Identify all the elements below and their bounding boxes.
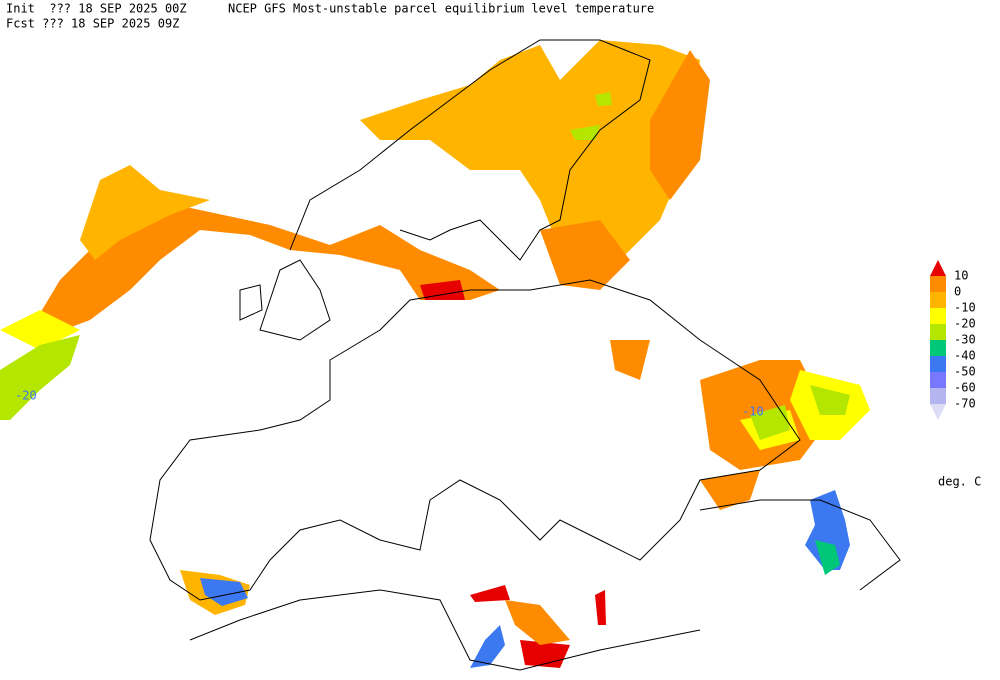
field-orange-south	[505, 600, 570, 645]
field-orange	[30, 195, 500, 335]
legend-swatch	[930, 292, 946, 308]
forecast-time: Fcst ??? 18 SEP 2025 09Z	[6, 17, 179, 31]
field-green-east	[815, 540, 840, 575]
coastlines	[149, 39, 901, 671]
legend-swatch	[930, 276, 946, 292]
contour-label: -10	[742, 405, 764, 419]
coastline-turkey	[699, 499, 901, 591]
legend-label: -20	[954, 317, 976, 331]
legend-arrow	[930, 404, 946, 420]
init-time: Init ??? 18 SEP 2025 00Z	[6, 2, 187, 16]
map-title: NCEP GFS Most-unstable parcel equilibriu…	[228, 2, 654, 16]
legend-swatch	[930, 340, 946, 356]
legend-label: -60	[954, 381, 976, 395]
legend-label: 10	[954, 269, 968, 283]
legend-label: -30	[954, 333, 976, 347]
legend-label: 0	[954, 285, 961, 299]
coastline-mainland	[149, 279, 801, 601]
shaded-fields	[0, 40, 870, 668]
legend-swatch	[930, 324, 946, 340]
legend-swatch	[930, 388, 946, 404]
legend-units: deg. C	[938, 475, 981, 489]
legend-swatch	[930, 356, 946, 372]
legend-swatch	[930, 372, 946, 388]
field-orange-east	[540, 50, 830, 510]
legend: 10 0 -10 -20 -30 -40 -50 -60 -70	[930, 260, 976, 420]
field-blue-east	[805, 490, 850, 570]
coastline-africa	[189, 589, 701, 671]
field-yellow-orange	[80, 40, 700, 260]
legend-label: -50	[954, 365, 976, 379]
legend-label: -10	[954, 301, 976, 315]
legend-swatch	[930, 308, 946, 324]
field-yellow-east	[0, 310, 870, 450]
legend-label: -70	[954, 397, 976, 411]
field-iberia-blue	[200, 578, 248, 606]
contour-label: -20	[15, 389, 37, 403]
legend-arrow	[930, 260, 946, 276]
coastline-scandinavia	[289, 39, 651, 261]
field-blue-south	[470, 625, 505, 668]
legend-label: -40	[954, 349, 976, 363]
coastline-british-isles	[239, 259, 331, 341]
